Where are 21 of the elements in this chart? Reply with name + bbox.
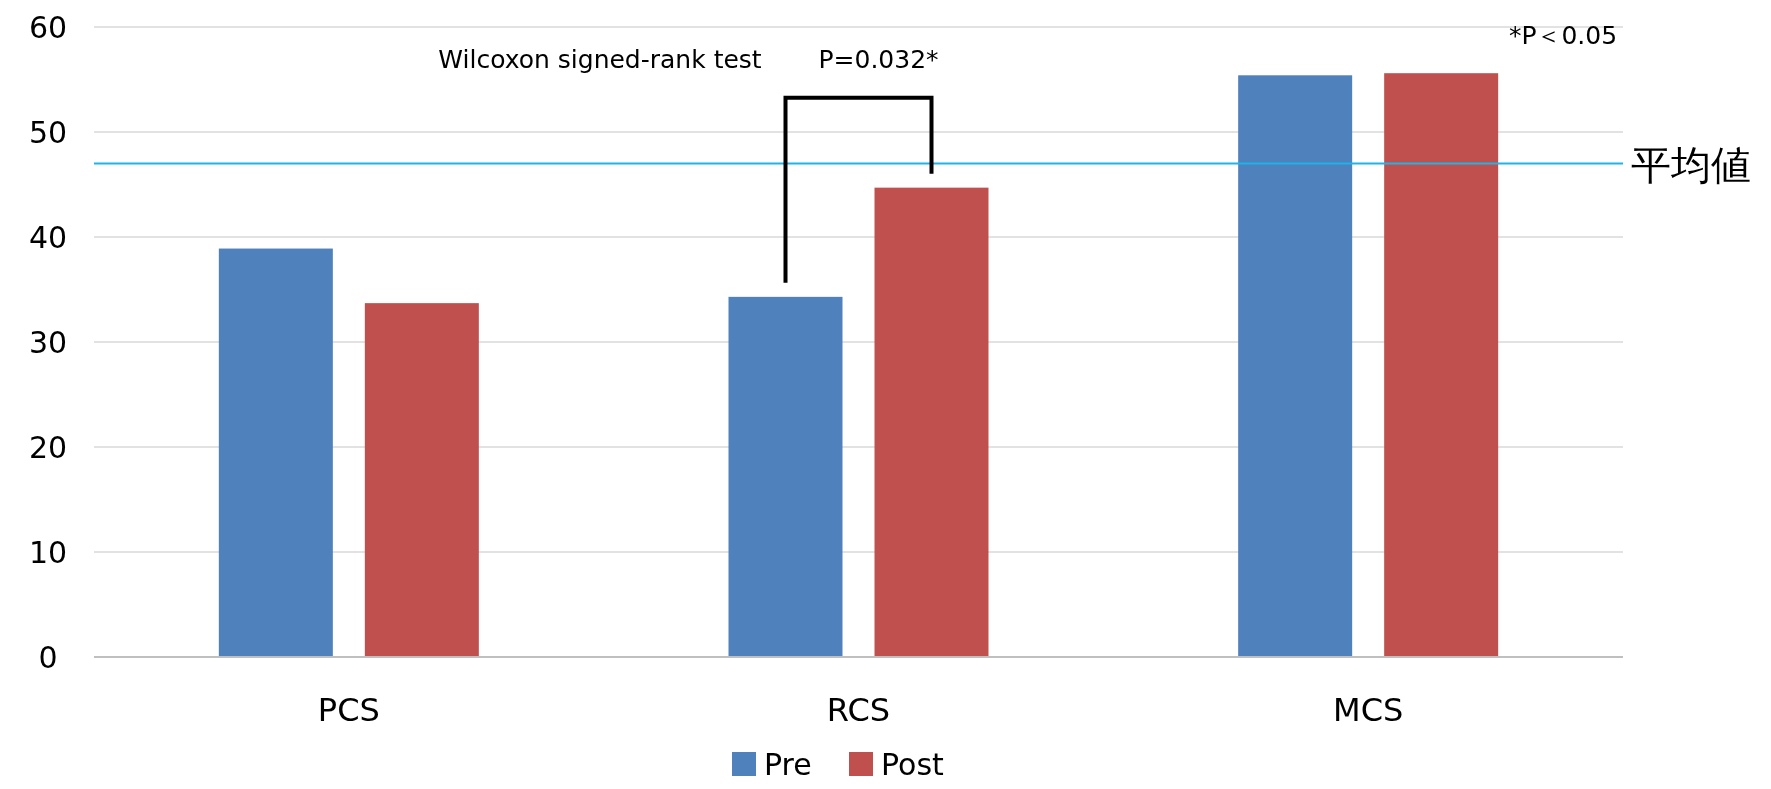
x-tick-label: RCS — [826, 691, 891, 729]
y-tick-label: 10 — [28, 535, 68, 570]
x-tick-label: PCS — [317, 691, 380, 729]
annotation: *P＜0.05 — [1508, 21, 1618, 50]
y-tick-label: 0 — [38, 640, 58, 675]
y-tick-label: 40 — [28, 220, 68, 255]
x-tick-label: MCS — [1333, 691, 1404, 729]
y-tick-label: 30 — [28, 325, 68, 360]
annotation: P=0.032* — [818, 44, 939, 74]
y-tick-label: 20 — [28, 430, 68, 465]
ref-line-label: 平均値 — [1631, 141, 1751, 188]
legend-label: Pre — [764, 747, 812, 782]
legend-label: Post — [881, 747, 945, 782]
bar — [728, 296, 843, 657]
y-tick-label: 50 — [28, 115, 68, 150]
y-tick-label: 60 — [28, 10, 68, 45]
bar — [218, 248, 333, 657]
bar — [1384, 73, 1499, 657]
bar — [1238, 75, 1353, 657]
annotation: Wilcoxon signed-rank test — [438, 45, 762, 74]
bar — [364, 303, 479, 657]
